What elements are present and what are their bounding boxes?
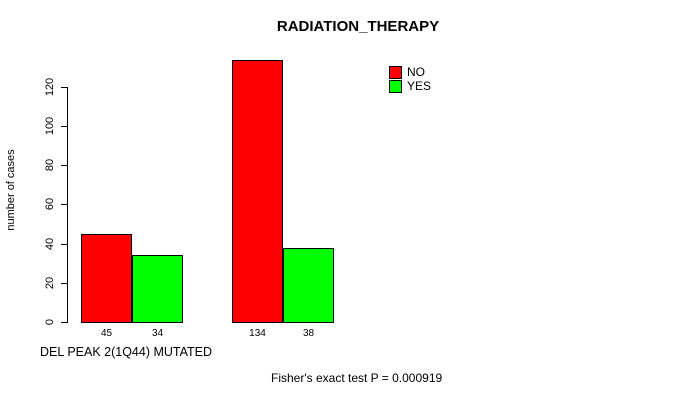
y-axis-line bbox=[67, 86, 68, 323]
y-tick-label: 40 bbox=[44, 237, 56, 250]
y-tick bbox=[61, 322, 67, 323]
y-tick bbox=[61, 204, 67, 206]
y-tick-label: 120 bbox=[44, 77, 56, 97]
legend-label: YES bbox=[407, 79, 432, 93]
y-tick-label: 100 bbox=[44, 116, 56, 136]
bar-yes-group2 bbox=[283, 247, 334, 323]
legend: NO YES bbox=[389, 65, 431, 93]
y-tick-label: 0 bbox=[44, 318, 56, 326]
bar-no-group2 bbox=[232, 59, 283, 323]
y-tick bbox=[61, 126, 67, 128]
legend-row-yes: YES bbox=[389, 79, 431, 93]
bar-no-group1 bbox=[81, 233, 132, 323]
bar-value-label: 38 bbox=[302, 328, 315, 339]
bar-yes-group1 bbox=[132, 255, 183, 323]
chart-title: RADIATION_THERAPY bbox=[276, 18, 440, 35]
bar-value-label: 134 bbox=[249, 328, 266, 339]
y-axis-title: number of cases bbox=[5, 149, 17, 231]
bar-value-label: 45 bbox=[100, 328, 113, 339]
legend-swatch-no bbox=[389, 65, 402, 79]
y-tick bbox=[61, 243, 67, 245]
y-tick bbox=[61, 86, 67, 88]
bar-value-label: 34 bbox=[151, 328, 164, 339]
stat-annotation: Fisher's exact test P = 0.000919 bbox=[271, 371, 443, 385]
y-tick bbox=[61, 165, 67, 167]
y-tick-label: 60 bbox=[44, 198, 56, 211]
legend-row-no: NO bbox=[389, 65, 431, 79]
legend-swatch-yes bbox=[389, 79, 402, 93]
y-tick-label: 20 bbox=[44, 276, 56, 289]
y-tick-label: 80 bbox=[44, 159, 56, 172]
y-tick bbox=[61, 282, 67, 284]
x-axis-title: DEL PEAK 2(1Q44) MUTATED bbox=[40, 345, 213, 359]
legend-label: NO bbox=[407, 65, 425, 79]
